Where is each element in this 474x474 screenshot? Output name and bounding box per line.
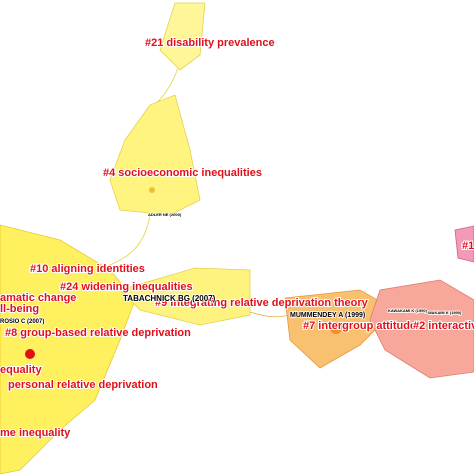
cluster-label: #8 group-based relative deprivation bbox=[5, 327, 191, 339]
reference-label: KAWAKAMI K (1990) bbox=[388, 308, 428, 313]
cluster-area bbox=[0, 224, 136, 474]
cluster-label: #21 disability prevalence bbox=[145, 37, 275, 49]
cluster-label: #4 socioeconomic inequalities bbox=[103, 167, 262, 179]
edge bbox=[94, 214, 151, 271]
cluster-area bbox=[119, 267, 251, 326]
node bbox=[330, 322, 342, 334]
node bbox=[463, 242, 469, 248]
cluster-label: me inequality bbox=[0, 427, 71, 439]
reference-label: ADLER NE (2000) bbox=[148, 212, 182, 217]
cluster-label: personal relative deprivation bbox=[8, 379, 158, 391]
cluster-label: #10 aligning identities bbox=[30, 263, 145, 275]
cluster-label: #7 intergroup attitude bbox=[303, 320, 416, 332]
reference-label: WAKAMI K (1990) bbox=[428, 310, 462, 315]
cluster-label: ll-being bbox=[0, 303, 39, 315]
edge bbox=[249, 311, 293, 318]
node bbox=[25, 349, 35, 359]
node bbox=[149, 187, 155, 193]
cluster-area bbox=[159, 2, 206, 71]
cluster-label: #1 bbox=[462, 240, 474, 252]
labels: #21 disability prevalence #4 socioeconomi… bbox=[0, 36, 474, 440]
cluster-label: amatic change bbox=[0, 292, 76, 304]
cluster-area bbox=[369, 279, 474, 379]
cluster-area bbox=[109, 94, 201, 216]
cluster-label: #2 interactiv bbox=[413, 320, 474, 332]
reference-label: MUMMENDEY A (1999) bbox=[290, 312, 365, 319]
cluster-label: #9 integrating relative deprivation theo… bbox=[155, 297, 369, 309]
reference-label: ROSIO C (2007) bbox=[0, 319, 44, 325]
cluster-label: equality bbox=[0, 364, 42, 376]
reference-label: TABACHNICK BG (2007) bbox=[123, 294, 216, 303]
cluster-label: #24 widening inequalities bbox=[60, 281, 193, 293]
